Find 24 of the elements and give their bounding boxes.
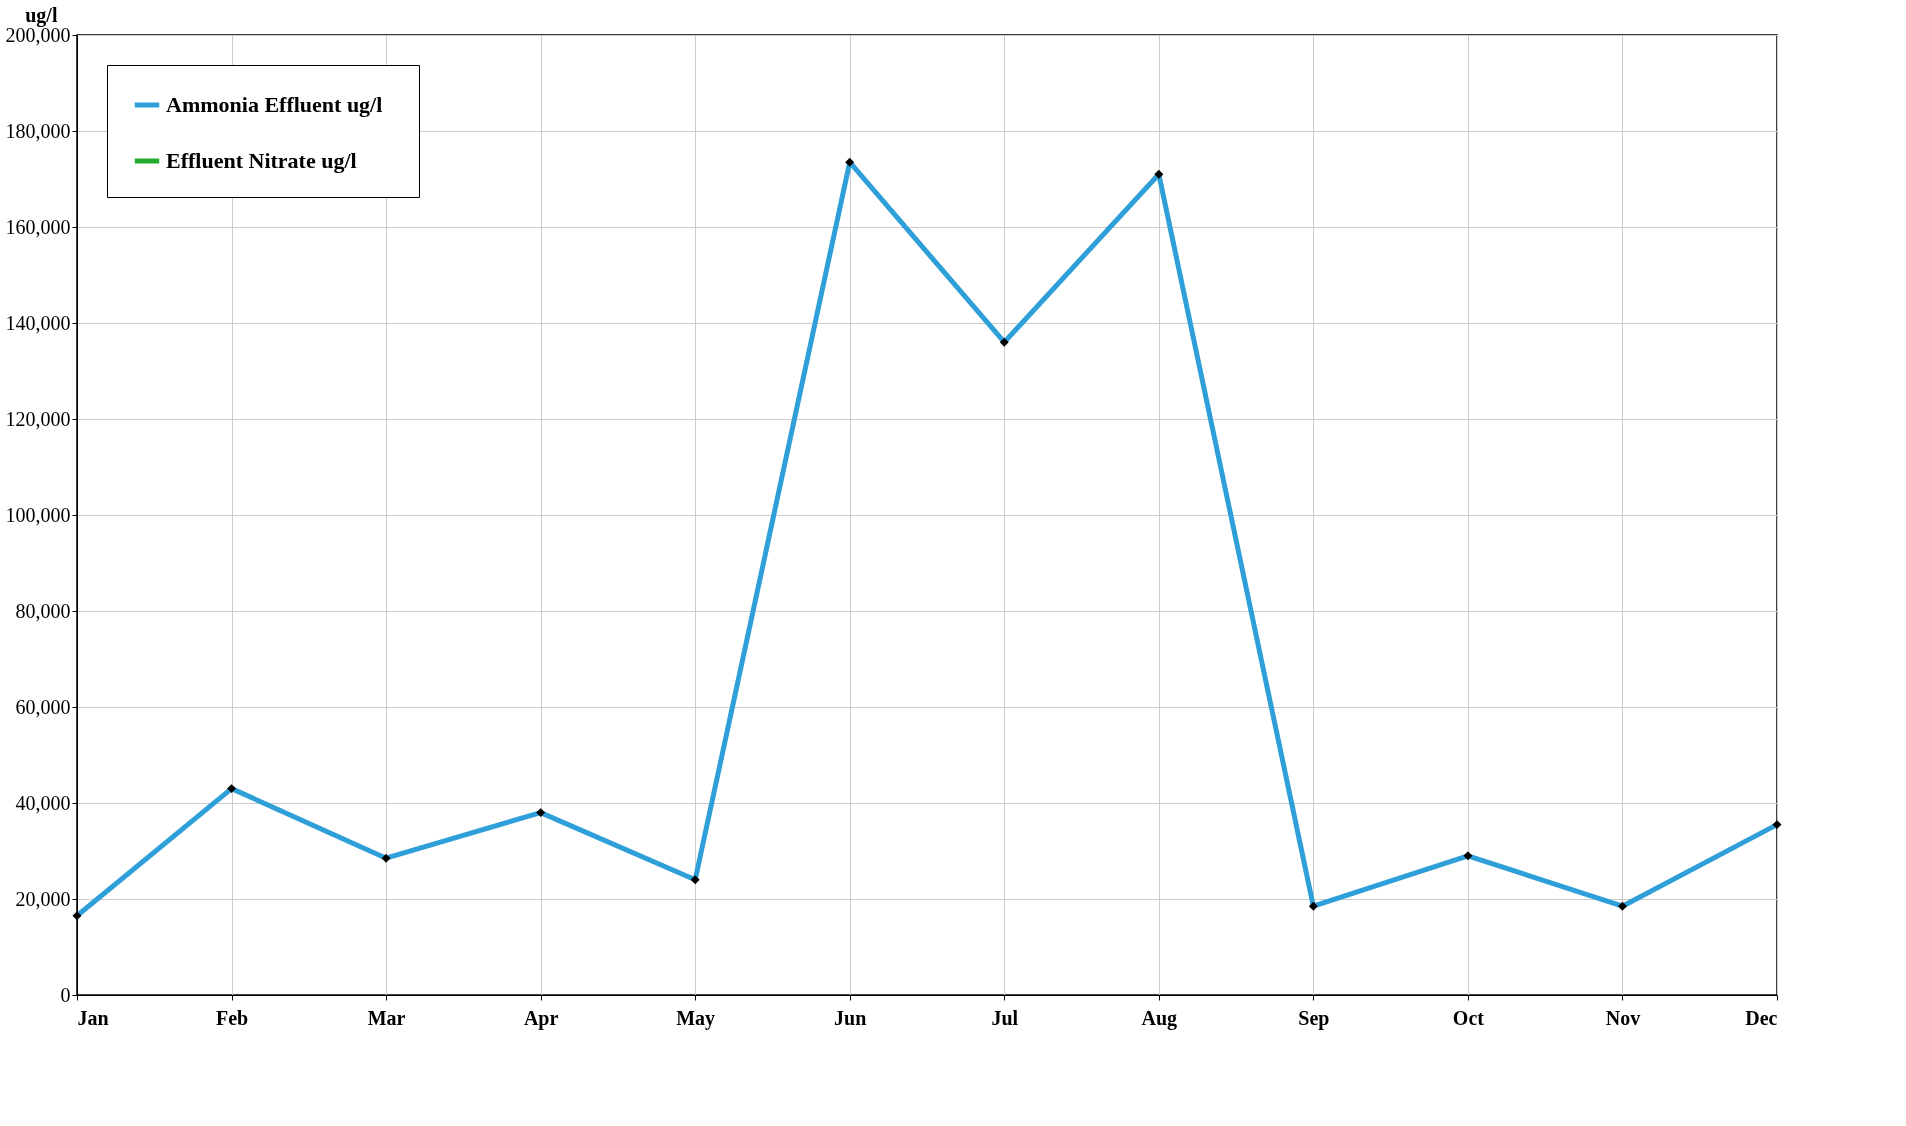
y-tick-label: 0 <box>60 983 71 1006</box>
x-tick-label: Sep <box>1298 1006 1330 1030</box>
y-tick-label: 120,000 <box>5 407 71 430</box>
x-tick-label: May <box>676 1006 716 1030</box>
y-tick-label: 160,000 <box>5 215 71 238</box>
x-tick-label: Jan <box>77 1006 109 1029</box>
legend-label: Effluent Nitrate ug/l <box>166 148 357 173</box>
y-tick-label: 100,000 <box>5 503 71 526</box>
x-tick-label: Mar <box>367 1006 406 1029</box>
x-tick-label: Nov <box>1605 1006 1641 1029</box>
y-tick-label: 20,000 <box>15 887 71 910</box>
y-tick-label: 140,000 <box>5 311 71 334</box>
x-tick-label: Apr <box>523 1006 559 1030</box>
legend-label: Ammonia Effluent ug/l <box>166 92 383 117</box>
x-tick-label: Aug <box>1141 1006 1178 1030</box>
y-tick-label: 40,000 <box>15 791 71 814</box>
y-tick-label: 180,000 <box>5 119 71 142</box>
y-tick-label: 60,000 <box>15 695 71 718</box>
x-tick-label: Jul <box>991 1006 1019 1029</box>
x-tick-label: Dec <box>1745 1006 1778 1029</box>
x-tick-label: Oct <box>1452 1006 1485 1029</box>
y-tick-label: 80,000 <box>15 599 71 622</box>
x-tick-label: Feb <box>215 1006 249 1029</box>
x-tick-label: Jun <box>834 1006 867 1029</box>
